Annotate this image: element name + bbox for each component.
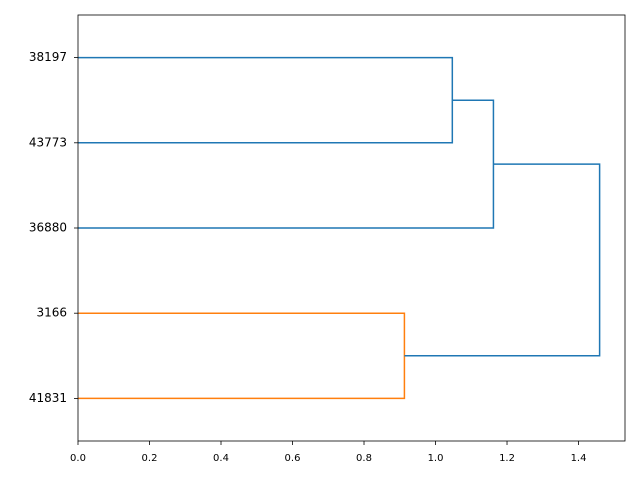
plot-frame [77, 14, 626, 442]
leaf-label: 43773 [29, 135, 67, 149]
leaf-label: 36880 [29, 221, 67, 235]
link [404, 163, 601, 357]
x-tick-label: 1.2 [499, 453, 515, 464]
leaf-label: 3166 [36, 306, 67, 320]
x-tick-label: 0.6 [285, 453, 301, 464]
leaf-label: 41831 [29, 391, 67, 405]
x-tick-label: 0.8 [356, 453, 372, 464]
x-tick-label: 1.0 [428, 453, 444, 464]
link [78, 312, 406, 400]
leaf-label: 38197 [29, 50, 67, 64]
x-tick-label: 1.4 [571, 453, 587, 464]
x-tick-label: 0.0 [70, 453, 86, 464]
x-tick-label: 0.2 [142, 453, 158, 464]
x-tick-label: 0.4 [213, 453, 229, 464]
